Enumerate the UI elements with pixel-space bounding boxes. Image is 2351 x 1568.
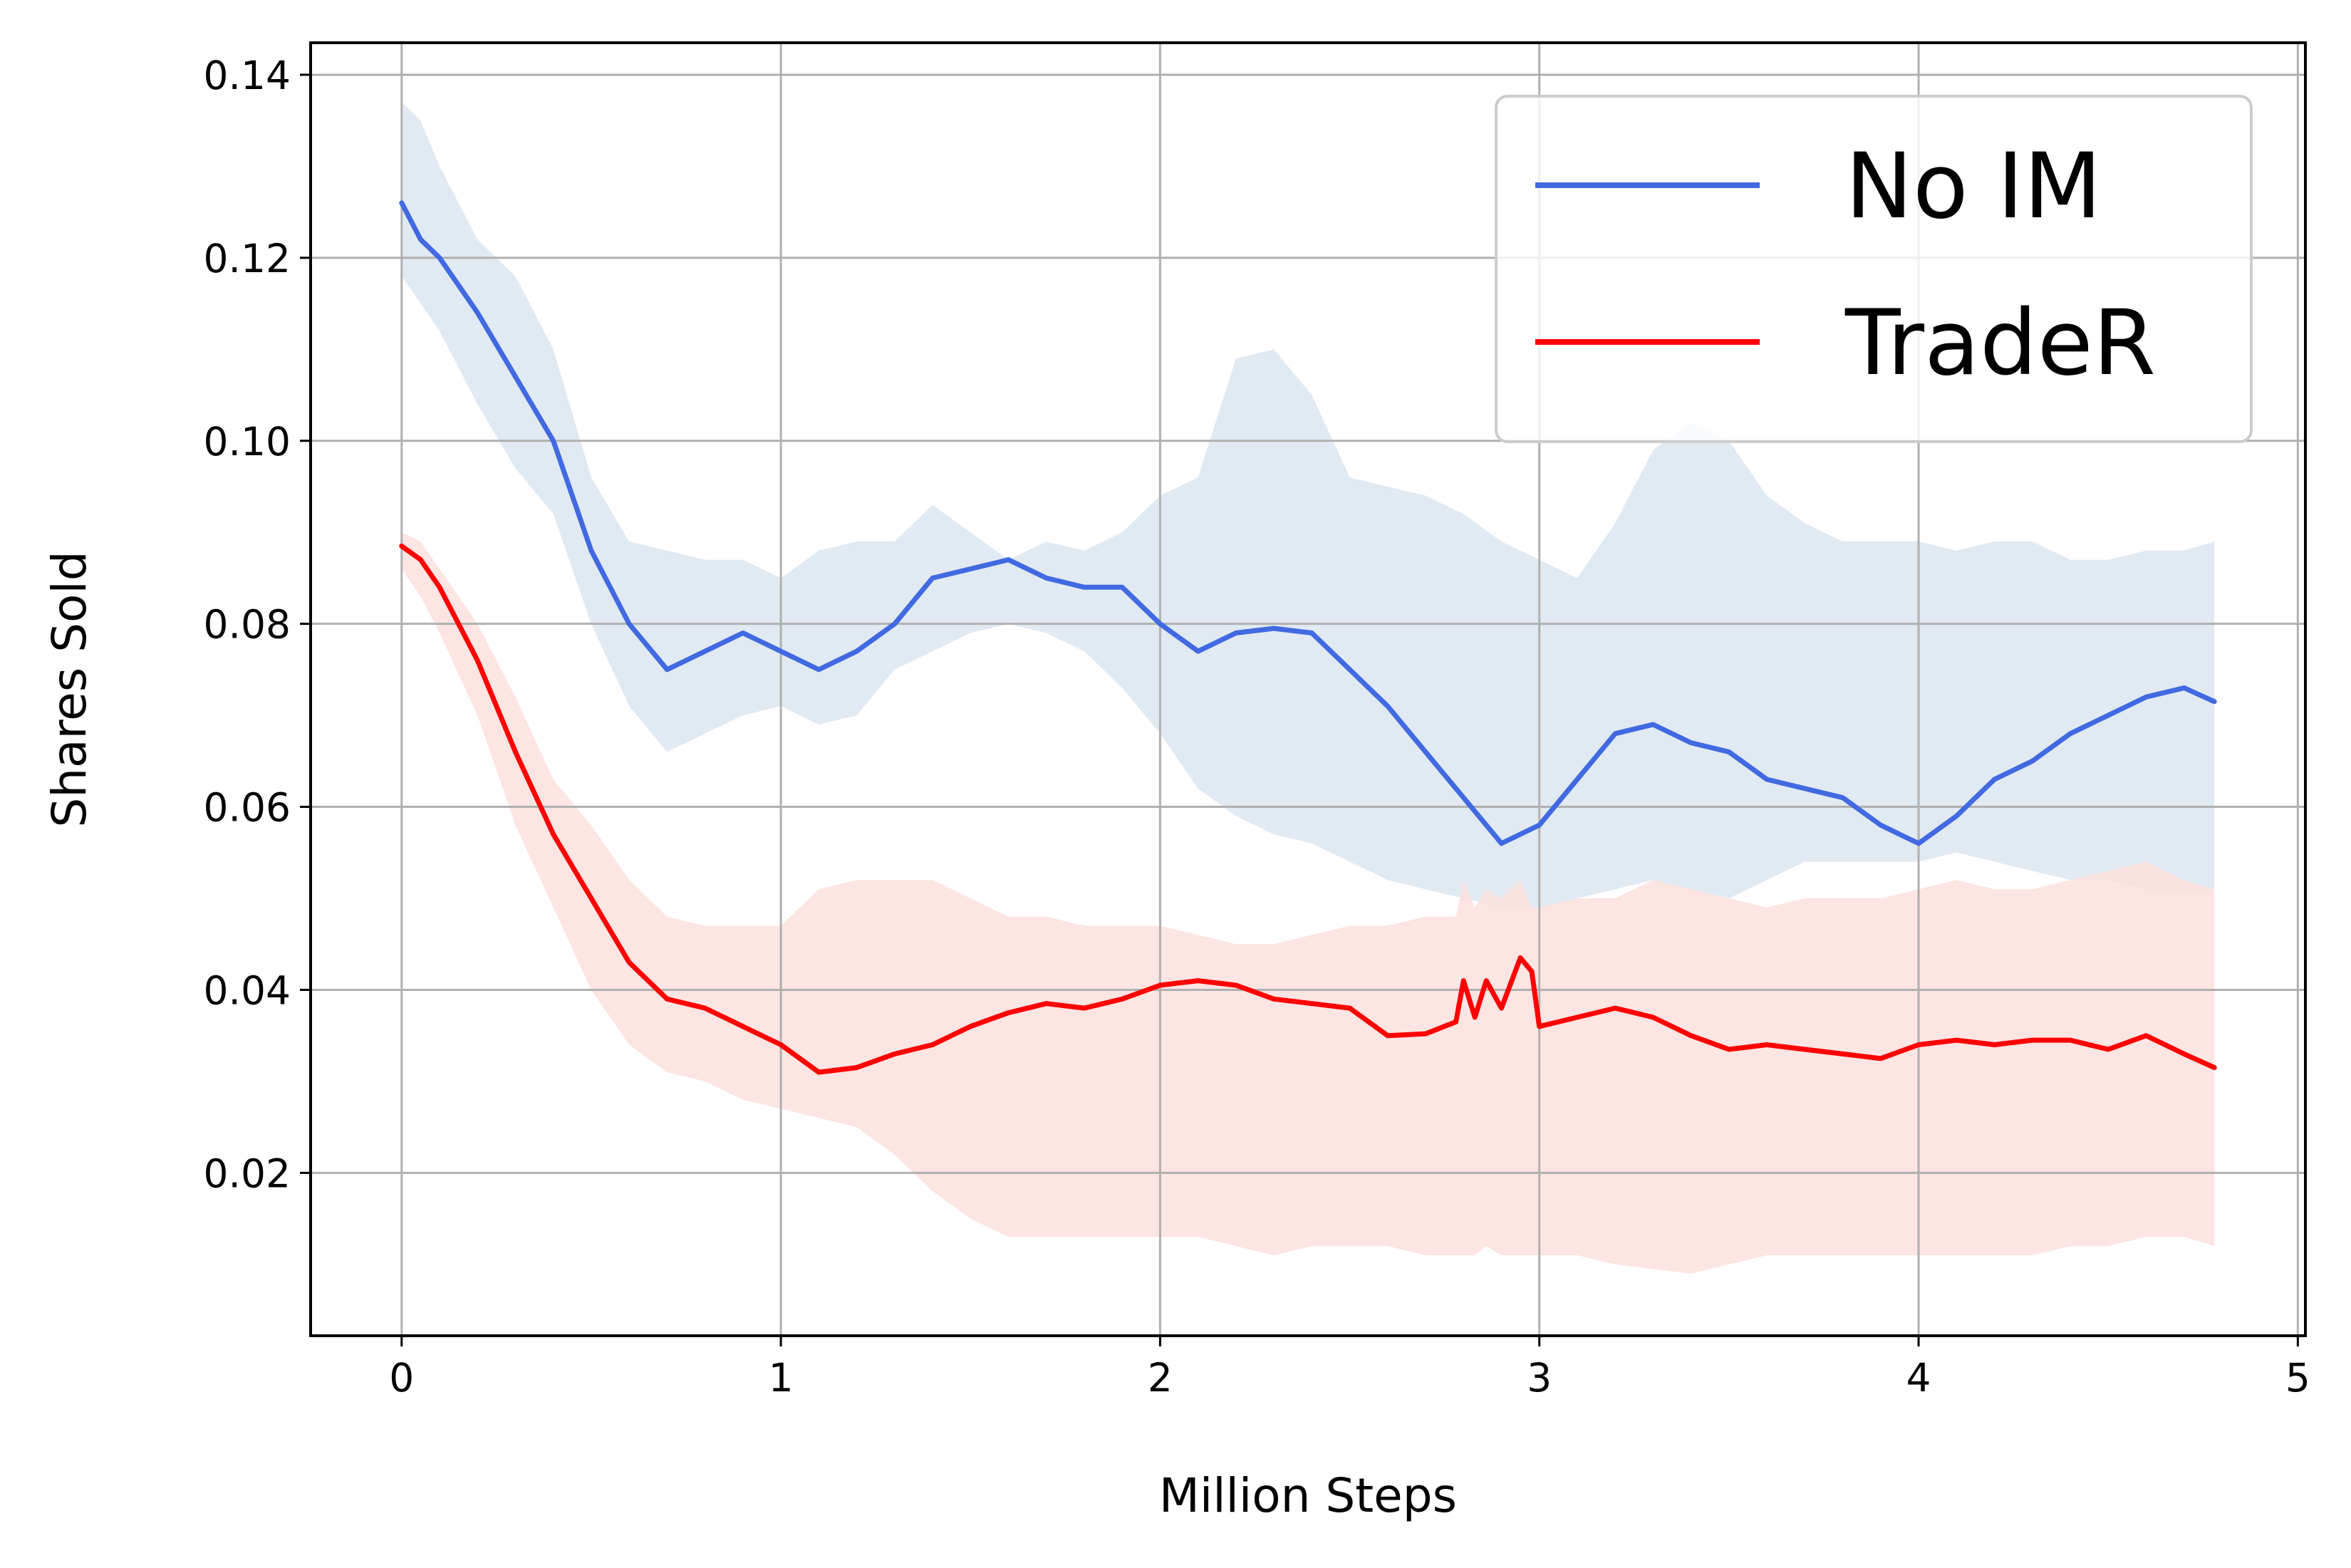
- x-tick-label: 0: [389, 1355, 414, 1401]
- y-tick-label: 0.12: [204, 236, 291, 281]
- legend: No IM TradeR: [1495, 95, 2253, 443]
- legend-label-trader: TradeR: [1844, 290, 2156, 395]
- plot-frame: [309, 41, 2307, 1337]
- y-tick-label: 0.02: [204, 1151, 291, 1196]
- legend-label-no-im: No IM: [1845, 133, 2102, 239]
- y-tick-label: 0.04: [204, 967, 291, 1013]
- band-no-im: [401, 102, 2215, 908]
- line-trader: [399, 544, 2217, 1075]
- series-lines: [399, 200, 2217, 1075]
- x-tick-label: 3: [1527, 1355, 1552, 1401]
- line-no-im: [399, 200, 2217, 846]
- x-tick-label: 1: [769, 1355, 794, 1401]
- x-axis-ticks: 0 1 2 3 4 5: [389, 1336, 2310, 1401]
- y-tick-label: 0.06: [204, 785, 291, 831]
- confidence-bands: [401, 102, 2215, 1274]
- y-tick-label: 0.08: [204, 602, 291, 648]
- y-axis-ticks: 0.02 0.04 0.06 0.08 0.10 0.12 0.14: [204, 53, 311, 1196]
- y-axis-label: Shares Sold: [42, 551, 97, 827]
- y-tick-label: 0.10: [204, 419, 291, 464]
- y-tick-label: 0.14: [204, 53, 291, 98]
- x-tick-label: 2: [1148, 1355, 1173, 1401]
- x-tick-label: 5: [2285, 1355, 2310, 1401]
- band-trader: [401, 532, 2215, 1274]
- x-axis-label: Million Steps: [1159, 1468, 1457, 1523]
- x-tick-label: 4: [1906, 1355, 1931, 1401]
